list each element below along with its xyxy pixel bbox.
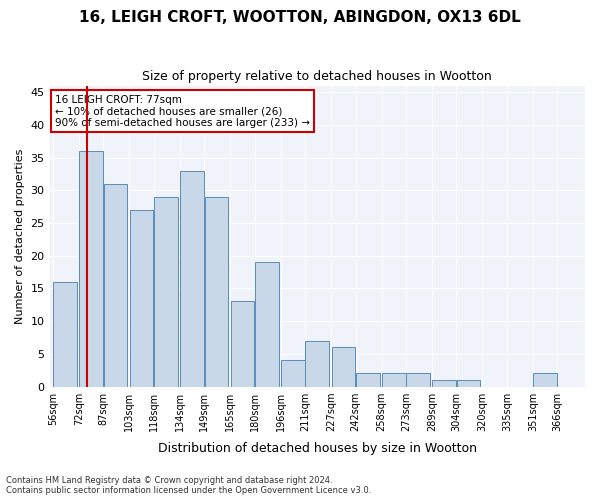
Bar (533, 374, 557, 386)
Bar (79, 151, 103, 386)
Bar (180, 170, 204, 386)
Bar (406, 374, 430, 386)
Bar (104, 184, 127, 386)
Bar (130, 210, 153, 386)
Bar (433, 380, 456, 386)
Text: 16 LEIGH CROFT: 77sqm
← 10% of detached houses are smaller (26)
90% of semi-deta: 16 LEIGH CROFT: 77sqm ← 10% of detached … (55, 94, 310, 128)
Title: Size of property relative to detached houses in Wootton: Size of property relative to detached ho… (142, 70, 492, 83)
Bar (332, 348, 355, 387)
Y-axis label: Number of detached properties: Number of detached properties (15, 148, 25, 324)
Bar (356, 374, 380, 386)
Bar (154, 197, 178, 386)
Bar (382, 374, 406, 386)
Bar (457, 380, 481, 386)
Bar (53, 282, 77, 387)
Bar (281, 360, 305, 386)
Text: Contains HM Land Registry data © Crown copyright and database right 2024.
Contai: Contains HM Land Registry data © Crown c… (6, 476, 371, 495)
Bar (230, 302, 254, 386)
Bar (205, 197, 228, 386)
Bar (255, 262, 278, 386)
Text: 16, LEIGH CROFT, WOOTTON, ABINGDON, OX13 6DL: 16, LEIGH CROFT, WOOTTON, ABINGDON, OX13… (79, 10, 521, 25)
X-axis label: Distribution of detached houses by size in Wootton: Distribution of detached houses by size … (158, 442, 477, 455)
Bar (305, 340, 329, 386)
